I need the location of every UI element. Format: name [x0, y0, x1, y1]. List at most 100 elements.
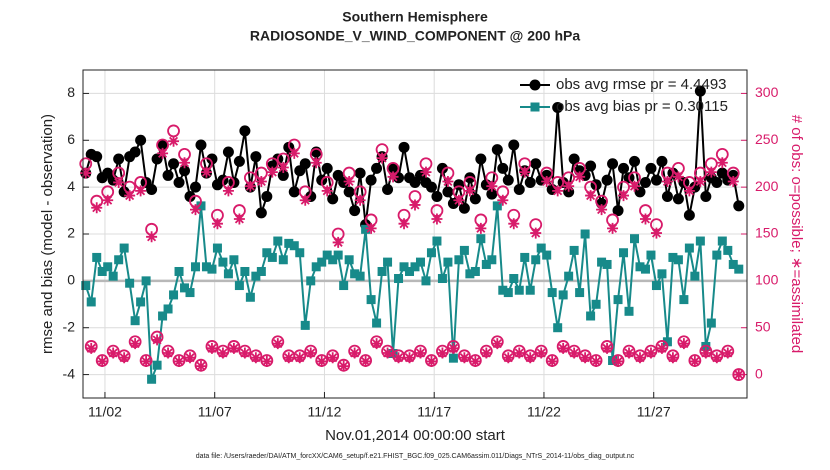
assimilated-count-point: [458, 352, 470, 364]
bias-point: [443, 257, 453, 267]
rmse-point: [486, 188, 498, 200]
assimilated-count-point: [200, 166, 212, 178]
assimilated-count-point: [464, 185, 476, 197]
assimilated-count-point: [716, 157, 728, 169]
assimilated-count-point: [266, 166, 278, 178]
rmse-point: [491, 144, 503, 156]
assimilated-count-point: [645, 347, 657, 359]
bias-point: [734, 264, 744, 274]
bias-point: [223, 269, 233, 279]
bias-point: [185, 288, 195, 298]
bias-point: [470, 266, 480, 276]
rmse-point: [354, 167, 366, 179]
rmse-point: [184, 191, 196, 203]
bias-point: [92, 252, 102, 262]
rmse-point: [168, 158, 180, 170]
assimilated-count-point: [228, 342, 240, 354]
y-tick-label: 6: [67, 131, 75, 147]
rmse-point: [508, 139, 520, 151]
y-tick-label: -4: [63, 365, 76, 381]
bias-point: [234, 281, 244, 291]
bias-point: [256, 266, 266, 276]
bias-point: [619, 248, 629, 258]
assimilated-count-point: [151, 334, 163, 346]
bias-point: [410, 262, 420, 272]
plot-area: [79, 85, 746, 384]
rmse-point: [458, 202, 470, 214]
legend: obs avg rmse pr = 4.4493 obs avg bias pr …: [520, 76, 728, 115]
assimilated-count-point: [453, 194, 465, 206]
assimilated-count-point: [118, 352, 130, 364]
assimilated-count-point: [480, 347, 492, 359]
rmse-point: [288, 186, 300, 198]
assimilated-count-point: [173, 355, 185, 367]
assimilated-count-point: [168, 135, 180, 147]
assimilated-count-point: [689, 355, 701, 367]
bias-point: [547, 288, 557, 298]
bias-point: [339, 281, 349, 291]
bias-point: [262, 248, 272, 258]
rmse-point: [469, 193, 481, 205]
assimilated-count-point: [206, 342, 218, 354]
rmse-point: [250, 151, 262, 163]
assimilated-count-point: [568, 347, 580, 359]
bias-point: [147, 374, 157, 384]
rmse-point: [327, 193, 339, 205]
assimilated-count-point: [607, 222, 619, 234]
bias-point: [322, 250, 332, 260]
axes-frame: [82, 69, 748, 399]
assimilated-count-point: [365, 222, 377, 234]
assimilated-count-point: [146, 231, 158, 243]
assimilated-count-point: [672, 171, 684, 183]
assimilated-count-point: [157, 147, 169, 159]
bias-point: [196, 201, 206, 211]
bias-point: [130, 316, 140, 326]
x-axis-label: Nov.01,2014 00:00:00 start: [325, 427, 506, 444]
rmse-point: [277, 169, 289, 181]
assimilated-count-point: [107, 347, 119, 359]
y-tick-label: 8: [67, 84, 75, 100]
chart-subtitle: RADIOSONDE_V_WIND_COMPONENT @ 200 hPa: [250, 28, 580, 44]
assimilated-count-point: [447, 342, 459, 354]
rmse-point: [255, 207, 267, 219]
rmse-point: [365, 174, 377, 186]
assimilated-count-point: [195, 360, 207, 372]
bias-point: [311, 262, 321, 272]
bias-point: [169, 290, 179, 300]
bias-point: [613, 295, 623, 305]
rmse-point: [387, 162, 399, 174]
bias-point: [465, 269, 475, 279]
assimilated-count-point: [398, 218, 410, 230]
assimilated-count-point: [233, 213, 245, 225]
y-axis-label: rmse and bias (model - observation): [39, 114, 56, 354]
rmse-point: [371, 162, 383, 174]
bias-point: [624, 306, 634, 316]
bias-point: [114, 255, 124, 265]
bias-point: [240, 266, 250, 276]
rmse-point: [189, 181, 201, 193]
rmse-point: [91, 151, 103, 163]
assimilated-count-point: [508, 218, 520, 230]
rmse-point: [475, 153, 487, 165]
y2-tick-label: 100: [755, 272, 779, 288]
bias-point: [602, 259, 612, 269]
assimilated-count-point: [491, 338, 503, 350]
assimilated-count-point: [96, 355, 108, 367]
bias-point: [328, 255, 338, 265]
rmse-point: [585, 160, 597, 172]
assimilated-count-point: [524, 352, 536, 364]
rmse-point: [222, 146, 234, 158]
assimilated-count-point: [277, 161, 289, 173]
rmse-point: [195, 139, 207, 151]
assimilated-count-point: [338, 360, 350, 372]
assimilated-count-point: [261, 355, 273, 367]
bias-point: [498, 285, 508, 295]
bias-point: [372, 318, 382, 328]
bias-point: [229, 255, 239, 265]
y-tick-label: 2: [67, 225, 75, 241]
rmse-point: [157, 139, 169, 151]
assimilated-count-point: [513, 347, 525, 359]
assimilated-count-point: [305, 347, 317, 359]
assimilated-count-point: [530, 227, 542, 239]
rmse-point: [552, 101, 564, 113]
